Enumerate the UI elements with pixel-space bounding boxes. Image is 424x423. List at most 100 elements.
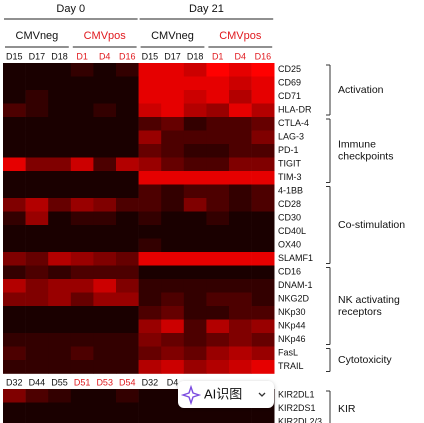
heat-cell [183, 157, 207, 172]
heat-cell [251, 103, 275, 118]
heat-cell [70, 252, 94, 266]
heat-cell [161, 63, 185, 77]
heat-cell [93, 184, 117, 199]
heat-cell [138, 389, 162, 403]
heat-cell [206, 416, 230, 423]
heat-cell [93, 360, 117, 374]
heat-cell [116, 279, 139, 293]
heat-cell [25, 171, 49, 185]
heat-cell [48, 238, 72, 253]
heat-cell [183, 144, 207, 158]
group-label: CMVneg [16, 30, 59, 42]
heat-cell [93, 144, 117, 158]
heat-cell [3, 346, 26, 361]
heat-cell [3, 171, 26, 185]
heat-cell [3, 130, 26, 145]
heat-cell [25, 346, 49, 361]
row-group-label: Cytotoxicity [338, 354, 392, 366]
heat-cell [48, 198, 72, 212]
heat-cell [161, 198, 185, 212]
heat-cell [48, 319, 72, 334]
heat-cell [229, 63, 252, 77]
row-label: NKG2D [278, 294, 310, 304]
column-label: D15 [142, 51, 159, 61]
heat-cell [229, 211, 252, 226]
row-label: CD71 [278, 91, 301, 101]
heat-cell [25, 238, 49, 253]
heat-cell [25, 117, 49, 131]
heat-cell [138, 360, 162, 374]
heat-cell [70, 103, 94, 118]
heat-cell [116, 130, 139, 145]
heat-cell [93, 238, 117, 253]
ai-button[interactable]: AI识图 [178, 381, 274, 408]
heat-cell [251, 319, 275, 334]
heat-cell [48, 157, 72, 172]
heat-cell [206, 184, 230, 199]
heat-cell [70, 130, 94, 145]
heat-cell [3, 63, 26, 77]
heat-cell [206, 333, 230, 347]
heat-cell [70, 157, 94, 172]
heat-cell [70, 265, 94, 280]
row-label: SLAMF1 [278, 253, 313, 263]
heat-cell [161, 402, 185, 417]
heat-cell [25, 211, 49, 226]
row-label: HLA-DR [278, 105, 312, 115]
ai-button-bg [178, 381, 274, 408]
heat-cell [93, 279, 117, 293]
column-label: D16 [255, 51, 272, 61]
column-label: D51 [74, 377, 91, 387]
heat-cell [3, 319, 26, 334]
row-label: LAG-3 [278, 132, 304, 142]
heat-cell [161, 157, 185, 172]
heat-cell [70, 63, 94, 77]
heat-cell [25, 225, 49, 239]
heat-cell [206, 306, 230, 320]
heat-cell [251, 63, 275, 77]
heat-cell [25, 416, 49, 423]
heat-cell [70, 333, 94, 347]
row-label: CD28 [278, 199, 301, 209]
heat-cell [25, 360, 49, 374]
heat-cell [183, 130, 207, 145]
heat-cell [48, 63, 72, 77]
heat-cell [251, 225, 275, 239]
heat-cell [70, 346, 94, 361]
row-label: CD40L [278, 226, 306, 236]
heat-cell [116, 171, 139, 185]
heat-cell [116, 211, 139, 226]
heat-cell [229, 346, 252, 361]
heat-cell [93, 76, 117, 91]
heat-cell [161, 171, 185, 185]
heat-cell [161, 130, 185, 145]
heat-cell [251, 117, 275, 131]
heat-cell [48, 389, 72, 403]
heat-cell [48, 103, 72, 118]
heat-cell [3, 90, 26, 104]
heat-cell [116, 402, 139, 417]
heat-cell [48, 402, 72, 417]
heat-cell [3, 238, 26, 253]
heat-cell [93, 157, 117, 172]
heat-cell [70, 279, 94, 293]
heat-cell [229, 198, 252, 212]
heat-cell [3, 306, 26, 320]
row-label: OX40 [278, 240, 301, 250]
heat-cell [93, 402, 117, 417]
heat-cell [70, 171, 94, 185]
heat-cell [251, 76, 275, 91]
heat-cell [116, 198, 139, 212]
heat-cell [251, 292, 275, 307]
column-label: D4 [99, 51, 111, 61]
column-label: D17 [164, 51, 181, 61]
heat-cell [206, 117, 230, 131]
row-label: PD-1 [278, 145, 299, 155]
heat-cell [3, 184, 26, 199]
heat-cell [229, 252, 252, 266]
heat-cell [25, 157, 49, 172]
heat-cell [138, 346, 162, 361]
heat-cell [48, 225, 72, 239]
heat-cell [70, 225, 94, 239]
column-label: D32 [142, 377, 159, 387]
